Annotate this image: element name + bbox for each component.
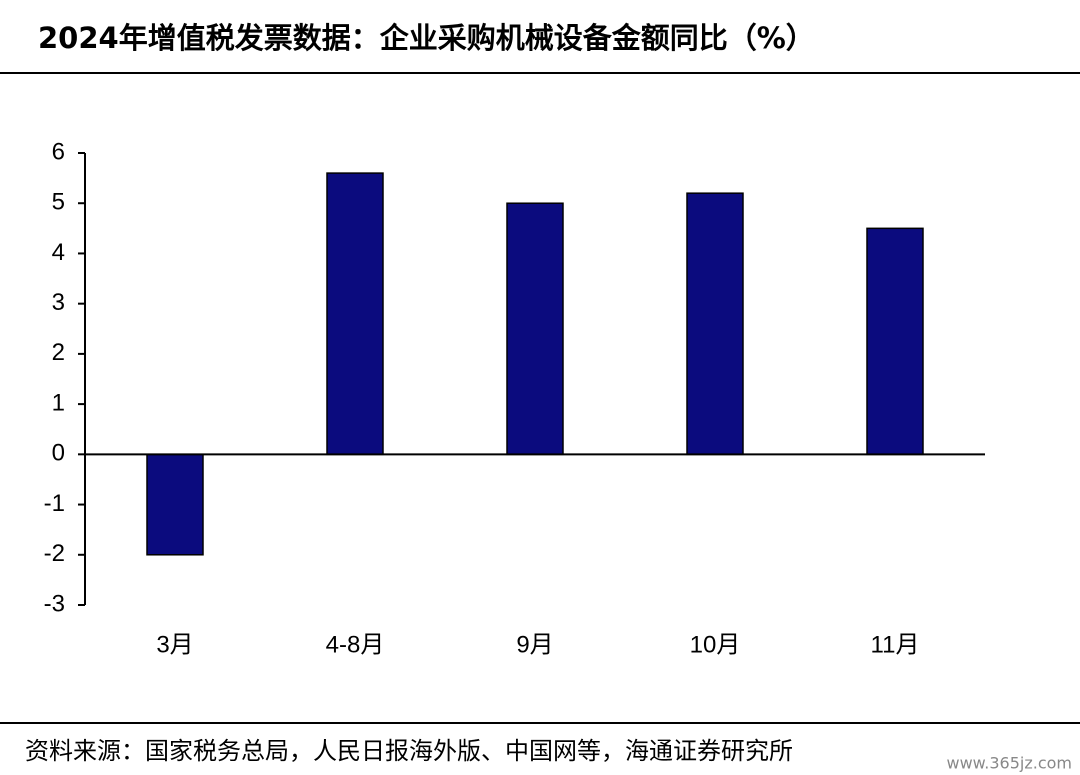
y-tick-label: 2 bbox=[52, 339, 65, 366]
x-tick-label: 4-8月 bbox=[326, 631, 385, 658]
y-tick-label: 5 bbox=[52, 189, 65, 216]
y-tick-label: 6 bbox=[52, 138, 65, 165]
x-tick-label: 3月 bbox=[156, 631, 193, 658]
x-tick-label: 9月 bbox=[516, 631, 553, 658]
chart-title: 2024年增值税发票数据：企业采购机械设备金额同比（%） bbox=[38, 21, 815, 55]
x-tick-label: 11月 bbox=[871, 631, 920, 658]
y-tick-label: -3 bbox=[44, 590, 65, 617]
bar bbox=[326, 172, 384, 456]
y-tick-label: -2 bbox=[44, 540, 65, 567]
bar bbox=[146, 453, 204, 556]
bar bbox=[686, 192, 744, 456]
source-note: 资料来源：国家税务总局，人民日报海外版、中国网等，海通证券研究所 bbox=[25, 737, 793, 765]
watermark: www.365jz.com bbox=[946, 754, 1072, 773]
y-tick-label: 0 bbox=[52, 440, 65, 467]
bar bbox=[866, 227, 924, 456]
bar bbox=[506, 202, 564, 456]
y-tick-label: 4 bbox=[52, 239, 65, 266]
y-tick-label: 3 bbox=[52, 289, 65, 316]
y-tick-label: 1 bbox=[52, 389, 65, 416]
y-tick-label: -1 bbox=[44, 490, 65, 517]
x-tick-label: 10月 bbox=[690, 631, 741, 658]
